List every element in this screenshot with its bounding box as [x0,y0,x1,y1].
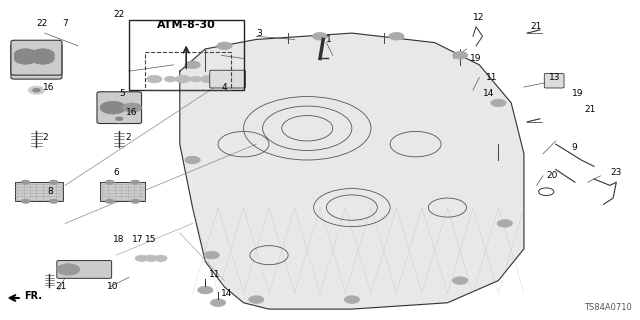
Text: 17: 17 [132,235,143,244]
Circle shape [147,75,162,83]
Circle shape [497,220,513,227]
Circle shape [344,296,360,303]
Circle shape [105,199,114,204]
Text: 21: 21 [531,22,541,31]
Text: 1: 1 [326,35,332,44]
FancyBboxPatch shape [57,260,111,278]
Circle shape [452,52,468,59]
Circle shape [452,277,468,284]
Text: 23: 23 [610,168,621,177]
Circle shape [105,180,114,184]
Circle shape [14,53,37,64]
Circle shape [111,115,127,123]
Text: 14: 14 [221,289,232,298]
Circle shape [49,180,58,184]
Text: 21: 21 [56,282,67,292]
Circle shape [175,75,191,83]
Circle shape [57,264,80,275]
Circle shape [204,252,220,259]
Bar [129,20,244,90]
Text: FR.: FR. [24,292,42,301]
FancyBboxPatch shape [11,40,62,75]
Circle shape [217,42,232,50]
Circle shape [190,76,202,82]
Circle shape [33,88,40,92]
FancyBboxPatch shape [544,73,564,88]
Text: 20: 20 [546,172,557,180]
FancyBboxPatch shape [11,44,62,79]
Text: ATM-8-30: ATM-8-30 [157,20,216,30]
Circle shape [185,61,200,69]
Circle shape [312,32,328,40]
Polygon shape [180,33,524,309]
Circle shape [491,99,506,107]
Circle shape [131,199,140,204]
Text: 8: 8 [47,187,53,196]
Bar [100,182,145,201]
Text: 10: 10 [106,282,118,292]
Text: 16: 16 [43,83,54,92]
Text: 14: 14 [483,89,494,98]
Text: 18: 18 [113,235,124,244]
Circle shape [14,49,37,60]
FancyBboxPatch shape [97,92,141,124]
Text: 6: 6 [113,168,118,177]
Circle shape [135,255,148,261]
Circle shape [115,117,123,121]
Text: 16: 16 [125,108,137,117]
Circle shape [198,286,213,294]
Circle shape [49,199,58,204]
Text: 21: 21 [584,105,596,114]
Text: 2: 2 [125,133,131,142]
Circle shape [164,76,176,82]
Text: 12: 12 [473,13,484,22]
Circle shape [100,101,125,114]
FancyBboxPatch shape [210,70,246,88]
Text: 9: 9 [572,143,577,152]
Circle shape [185,156,200,164]
Circle shape [21,180,30,184]
Bar [145,52,231,90]
Text: 19: 19 [572,89,583,98]
Circle shape [31,49,54,60]
Circle shape [28,86,45,94]
Circle shape [154,255,167,261]
Circle shape [211,299,226,307]
Circle shape [145,255,157,261]
Circle shape [31,53,54,64]
Circle shape [122,103,141,112]
Text: 22: 22 [113,10,124,19]
Circle shape [389,32,404,40]
Text: 3: 3 [256,28,262,38]
Text: 22: 22 [36,19,48,28]
Text: 13: 13 [549,73,561,82]
Text: 15: 15 [145,235,156,244]
Text: 5: 5 [119,89,125,98]
Text: TS84A0710: TS84A0710 [584,303,632,312]
Text: 11: 11 [209,270,220,279]
Circle shape [248,296,264,303]
Circle shape [201,75,216,83]
Circle shape [131,180,140,184]
Text: 19: 19 [470,54,481,63]
Text: 4: 4 [221,83,227,92]
Text: 2: 2 [43,133,49,142]
Circle shape [21,199,30,204]
Bar [15,182,63,201]
Text: 11: 11 [486,73,497,82]
Text: 7: 7 [62,19,68,28]
